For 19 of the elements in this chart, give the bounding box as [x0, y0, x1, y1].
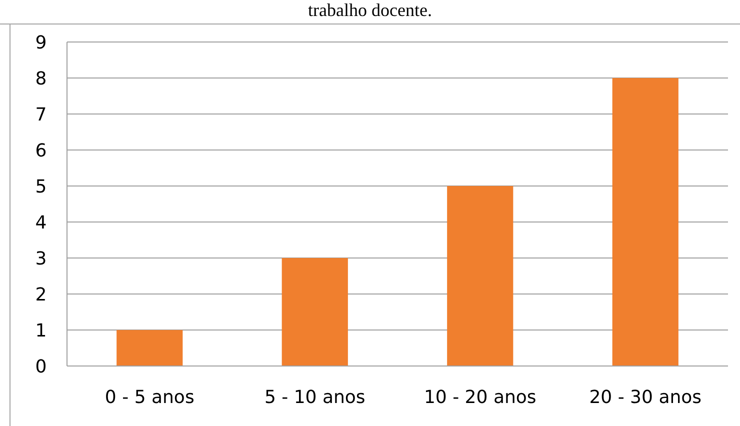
bar	[612, 78, 678, 366]
y-tick-label: 6	[35, 140, 47, 162]
chart-title: trabalho docente.	[308, 0, 432, 20]
x-tick-label: 10 - 20 anos	[424, 387, 536, 408]
bar	[282, 258, 348, 366]
bar	[116, 330, 183, 366]
bar	[447, 186, 514, 366]
x-tick-label: 0 - 5 anos	[104, 387, 194, 408]
y-tick-label: 5	[35, 176, 47, 198]
x-tick-label: 5 - 10 anos	[264, 387, 366, 408]
y-tick-label: 4	[35, 212, 47, 234]
y-tick-label: 7	[35, 104, 47, 126]
y-tick-label: 0	[35, 356, 47, 378]
y-tick-label: 9	[35, 32, 47, 54]
y-tick-label: 3	[35, 248, 47, 270]
x-tick-label: 20 - 30 anos	[589, 387, 702, 408]
y-tick-label: 2	[35, 284, 47, 306]
y-tick-label: 8	[35, 68, 47, 90]
y-tick-label: 1	[35, 320, 47, 342]
